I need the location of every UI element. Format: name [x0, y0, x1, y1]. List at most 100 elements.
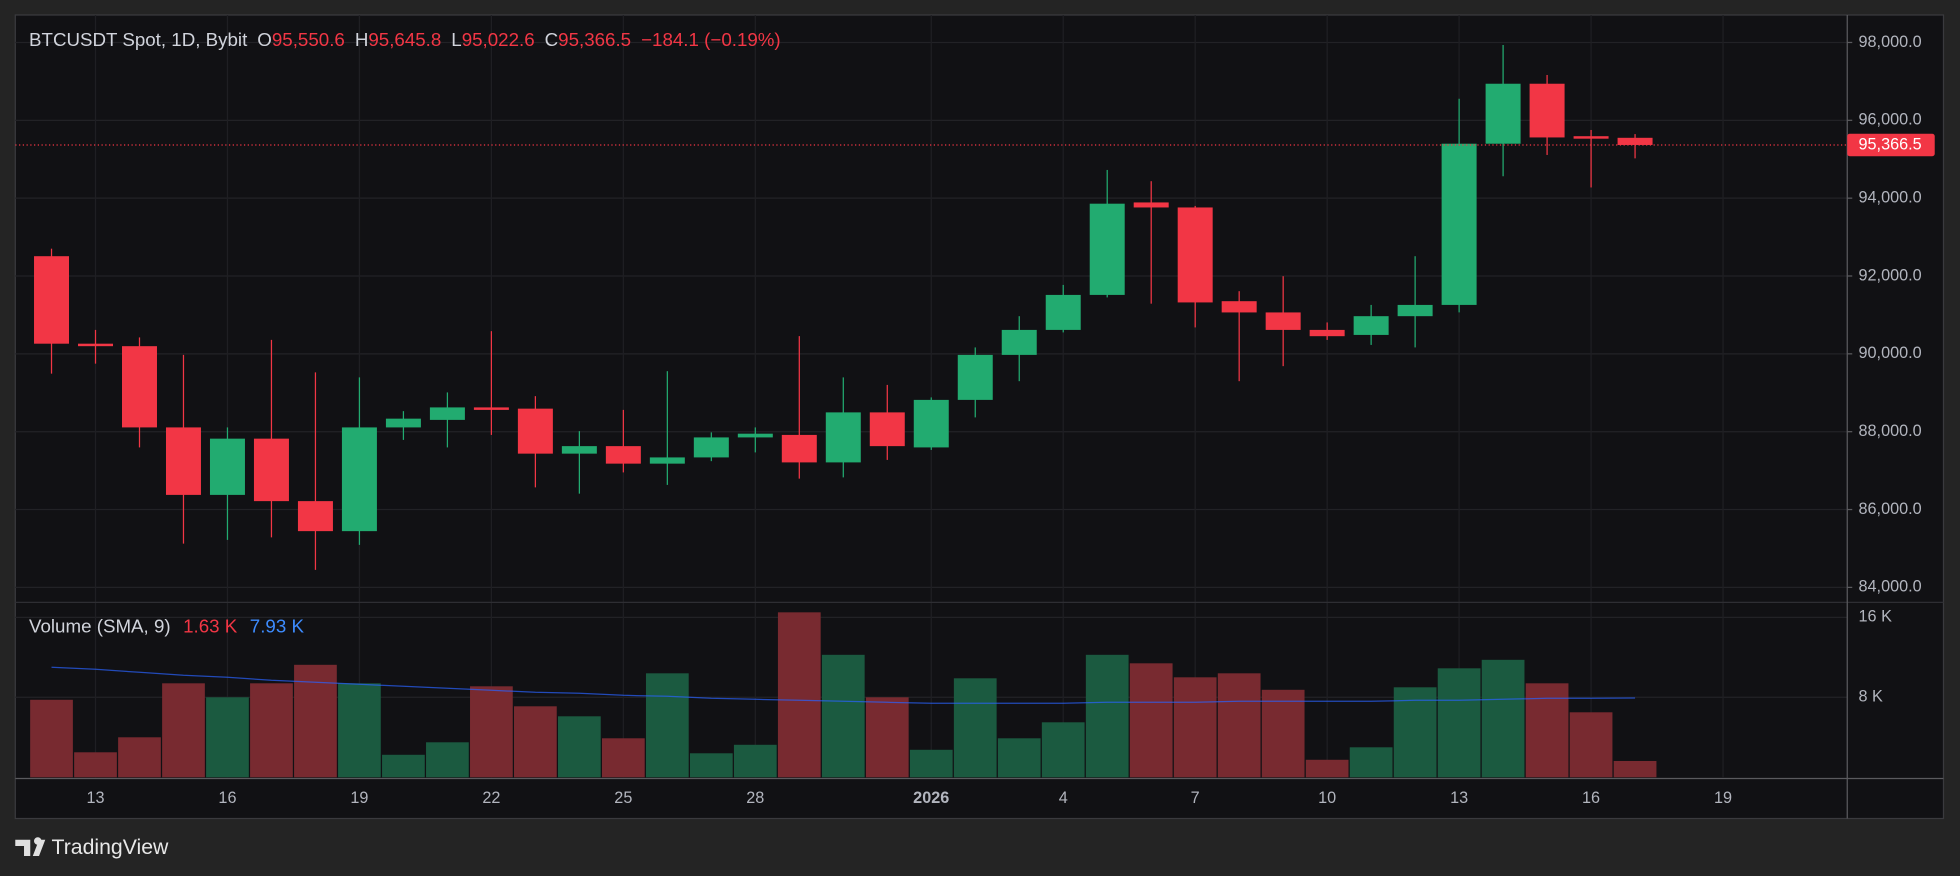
candle-body	[209, 438, 245, 495]
candle-body	[1397, 304, 1433, 317]
volume-bar	[1393, 687, 1437, 778]
candle-body	[693, 437, 729, 458]
candle-body	[1573, 136, 1609, 139]
header-text: BTCUSDT Spot, 1D, Bybit	[29, 29, 248, 50]
candle-body	[1177, 207, 1213, 303]
volume-bar	[1217, 673, 1261, 778]
candle-body	[913, 399, 949, 448]
last-price-label: 95,366.5	[1858, 135, 1921, 153]
volume-bar	[1437, 668, 1481, 778]
header-text: −184.1 (−0.19%)	[641, 29, 781, 50]
header-text: 95,366.5	[558, 29, 631, 50]
candle-body	[957, 354, 993, 400]
volume-bar	[250, 683, 293, 778]
volume-bar	[118, 737, 161, 778]
candle-body	[1617, 137, 1653, 145]
axes: 84,000.0 86,000.0 88,000.0 90,000.0 92,000.0…	[15, 33, 1935, 807]
volume-bar	[426, 742, 469, 778]
y-tick-label: 96,000.0	[1858, 111, 1921, 129]
y-tick-label: 88,000.0	[1858, 422, 1921, 440]
volume-bar	[733, 744, 777, 778]
header-text: 7.93 K	[250, 615, 305, 636]
candle-body	[1529, 83, 1565, 138]
candle-body	[737, 433, 773, 438]
grid	[15, 14, 1848, 778]
y-tick-label: 86,000.0	[1858, 500, 1921, 518]
y-tick-label: 8 K	[1858, 688, 1883, 706]
volume-bar	[1129, 663, 1173, 778]
volume-bar	[338, 683, 381, 778]
brand-logo	[15, 837, 46, 857]
candle-body	[561, 446, 597, 454]
volume-bar	[1525, 683, 1569, 778]
volume-bar	[909, 749, 953, 778]
x-tick-label: 10	[1318, 789, 1336, 807]
candle-body	[1133, 202, 1169, 208]
x-tick-label: 13	[86, 789, 104, 807]
header-text: H	[355, 29, 369, 50]
volume-bar	[997, 738, 1041, 778]
y-tick-label: 84,000.0	[1858, 578, 1921, 596]
candle-body	[1441, 143, 1477, 305]
x-tick-label: 16	[218, 789, 236, 807]
volume-bar	[1613, 760, 1657, 778]
x-tick-label: 7	[1191, 789, 1200, 807]
candle-body	[1089, 203, 1125, 295]
candle-body	[825, 412, 861, 463]
volume-bar	[74, 752, 117, 778]
candle-body	[34, 256, 70, 344]
y-tick-label: 90,000.0	[1858, 344, 1921, 362]
candle-body	[253, 438, 289, 502]
x-tick-label: 16	[1582, 789, 1600, 807]
x-tick-label: 22	[482, 789, 500, 807]
volume-bar	[206, 697, 249, 778]
candle-body	[165, 427, 201, 495]
volume-header: Volume (SMA, 9) 1.63 K 7.93 K	[29, 615, 304, 636]
x-tick-label: 19	[1714, 789, 1732, 807]
sma-line	[51, 666, 1636, 704]
candle-body	[781, 434, 817, 463]
candle-body	[385, 418, 421, 428]
volume-bar	[865, 697, 909, 778]
candle-body	[341, 427, 377, 532]
volume-bar	[1041, 722, 1085, 778]
candle-body	[1265, 312, 1301, 330]
volume-bar	[1173, 677, 1217, 778]
volume-bar	[1085, 654, 1129, 778]
candle-body	[1309, 329, 1345, 337]
volume-bar	[557, 716, 601, 778]
x-tick-label: 13	[1450, 789, 1468, 807]
header-text: O	[257, 29, 272, 50]
volume-bar	[953, 678, 997, 778]
volume-pane	[30, 612, 1657, 778]
candle-body	[473, 407, 509, 410]
volume-bar	[514, 706, 557, 778]
last-price-tag	[1847, 133, 1935, 157]
brand: TradingView	[15, 835, 169, 859]
candle-body	[869, 412, 905, 447]
volume-bar	[1305, 759, 1349, 778]
volume-bar	[382, 754, 425, 778]
candle-body	[1353, 316, 1389, 335]
candle-body	[429, 407, 465, 420]
volume-bar	[689, 753, 733, 778]
header: BTCUSDT Spot, 1D, Bybit O95,550.6 H95,645.…	[29, 29, 781, 50]
header-text: 95,550.6	[272, 29, 345, 50]
volume-bar	[1569, 712, 1613, 778]
y-tick-label: 92,000.0	[1858, 266, 1921, 284]
candle-body	[1485, 83, 1521, 144]
x-tick-label: 4	[1059, 789, 1068, 807]
price-pane	[34, 44, 1653, 570]
candle-body	[605, 446, 641, 464]
candle-body	[1045, 294, 1081, 330]
header-text: C	[545, 29, 559, 50]
x-tick-label: 2026	[913, 789, 949, 807]
volume-bar	[821, 654, 865, 778]
header-text: 95,645.8	[368, 29, 441, 50]
y-tick-label: 98,000.0	[1858, 33, 1921, 51]
x-tick-label: 19	[350, 789, 368, 807]
x-tick-label: 25	[614, 789, 632, 807]
volume-bar	[645, 673, 689, 778]
